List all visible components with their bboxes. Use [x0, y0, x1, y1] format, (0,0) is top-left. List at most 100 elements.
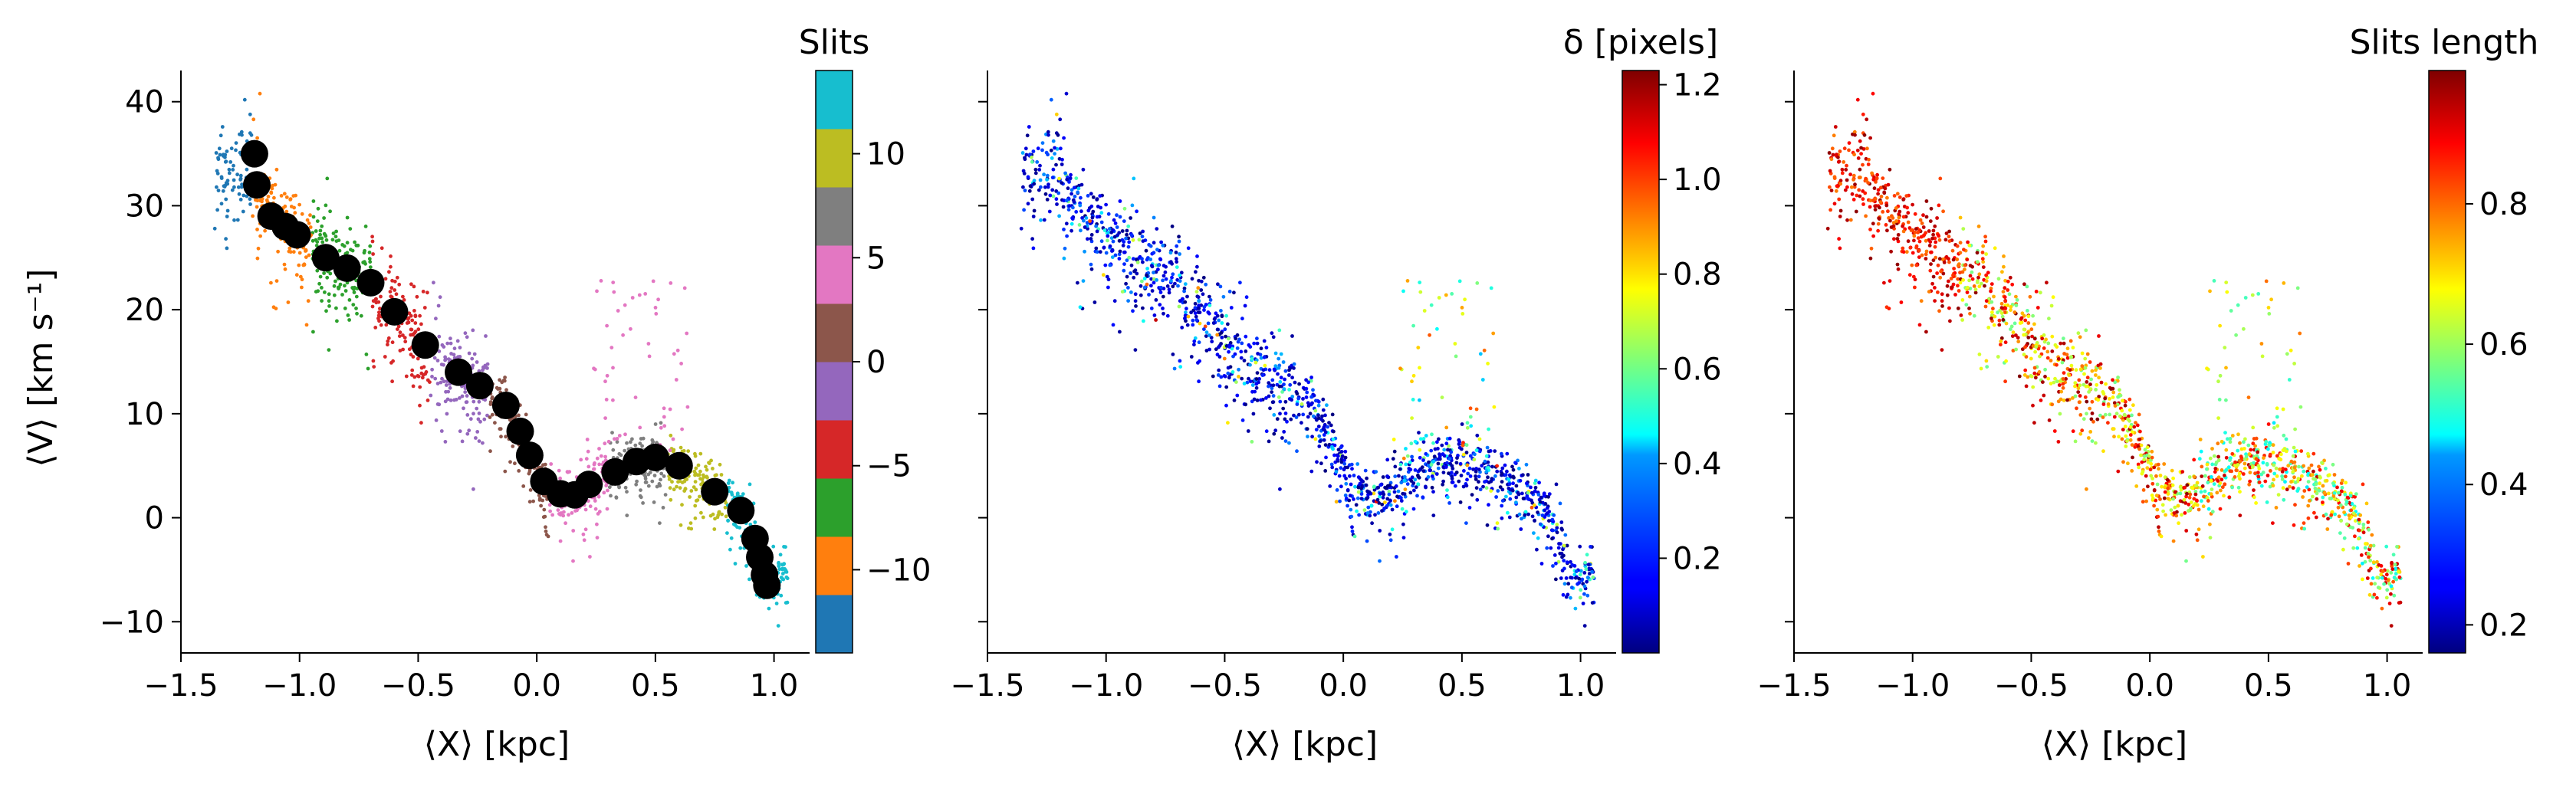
scatter-point: [1145, 257, 1149, 262]
scatter-point: [2251, 441, 2256, 446]
scatter-point: [2052, 429, 2057, 433]
scatter-point: [1306, 401, 1310, 405]
scatter-point: [499, 435, 503, 439]
scatter-point: [2230, 451, 2235, 456]
scatter-point: [1272, 431, 1276, 436]
scatter-point: [1088, 219, 1092, 223]
scatter-point: [314, 229, 318, 233]
scatter-point: [2076, 331, 2081, 336]
scatter-point: [1418, 468, 1422, 472]
scatter-point: [389, 286, 394, 290]
scatter-point: [1417, 431, 1421, 435]
scatter-point: [2026, 375, 2030, 379]
scatter-point: [2031, 385, 2036, 389]
scatter-point: [1216, 373, 1221, 377]
scatter-point: [1183, 317, 1187, 320]
scatter-point: [1447, 471, 1451, 476]
scatter-point: [2331, 481, 2335, 486]
scatter-point: [1407, 467, 1411, 471]
scatter-point: [1495, 464, 1499, 468]
scatter-point: [2322, 490, 2327, 495]
scatter-point: [256, 246, 261, 251]
scatter-point: [1215, 333, 1220, 337]
scatter-point: [327, 292, 331, 297]
scatter-point: [1259, 356, 1263, 360]
scatter-point: [2328, 473, 2331, 477]
scatter-point: [1033, 171, 1038, 175]
scatter-point: [1373, 513, 1377, 517]
scatter-point: [635, 479, 639, 484]
scatter-point: [1530, 514, 1535, 519]
scatter-point: [2023, 318, 2028, 323]
scatter-point: [1956, 284, 1960, 288]
scatter-point: [2126, 417, 2131, 421]
scatter-point: [1102, 228, 1107, 232]
colorbar-tick-label: −10: [866, 553, 931, 588]
scatter-point: [2069, 363, 2074, 368]
scatter-point: [1517, 512, 1522, 517]
scatter-point: [1194, 314, 1198, 319]
scatter-point: [452, 398, 456, 402]
scatter-point: [225, 149, 229, 153]
scatter-point: [1418, 455, 1422, 460]
scatter-point: [2261, 471, 2266, 474]
scatter-point: [2111, 427, 2116, 431]
scatter-point: [1346, 488, 1350, 492]
scatter-point: [2031, 403, 2035, 408]
scatter-point: [2123, 413, 2127, 418]
scatter-point: [1465, 425, 1470, 430]
scatter-point: [2078, 383, 2082, 388]
scatter-point: [348, 227, 353, 231]
scatter-point: [1829, 157, 1834, 162]
scatter-point: [1301, 397, 1305, 401]
scatter-point: [1573, 606, 1578, 611]
scatter-point: [617, 451, 622, 456]
scatter-point: [1204, 330, 1209, 335]
scatter-point: [1178, 359, 1182, 363]
scatter-point: [1310, 435, 1314, 439]
scatter-point: [274, 279, 279, 283]
scatter-point: [2327, 491, 2331, 496]
scatter-point: [2302, 469, 2306, 474]
scatter-point: [550, 513, 554, 517]
scatter-point: [1503, 463, 1507, 467]
scatter-point: [527, 470, 532, 474]
scatter-point: [1924, 199, 1929, 203]
scatter-point: [1901, 229, 1906, 234]
scatter-point: [2065, 346, 2070, 351]
scatter-point: [311, 199, 316, 203]
scatter-point: [292, 205, 296, 210]
scatter-point: [1453, 342, 1457, 346]
scatter-point: [2083, 395, 2088, 399]
scatter-point: [1829, 189, 1834, 193]
scatter-point: [2367, 592, 2372, 597]
scatter-point: [354, 307, 358, 310]
scatter-point: [1178, 279, 1182, 284]
scatter-point: [680, 427, 684, 431]
scatter-point: [2246, 395, 2251, 399]
scatter-point: [1311, 414, 1316, 418]
scatter-point: [2141, 470, 2145, 474]
scatter-point: [1856, 156, 1861, 160]
scatter-point: [2361, 523, 2366, 526]
scatter-point: [559, 511, 564, 515]
scatter-point: [2193, 492, 2198, 497]
scatter-point: [449, 341, 453, 346]
scatter-point: [1099, 239, 1104, 244]
scatter-point: [1449, 450, 1454, 454]
scatter-point: [1437, 296, 1441, 300]
scatter-point: [779, 593, 784, 598]
scatter-point: [1516, 458, 1520, 463]
scatter-point: [324, 238, 329, 242]
scatter-point: [1474, 486, 1479, 490]
ridge-marker: [601, 458, 629, 486]
scatter-point: [1255, 371, 1260, 375]
scatter-point: [1411, 323, 1415, 328]
scatter-point: [1250, 440, 1254, 444]
scatter-point: [1131, 309, 1135, 313]
scatter-point: [2313, 486, 2318, 490]
scatter-point: [2354, 519, 2358, 523]
colorbar-segment: [816, 129, 853, 188]
scatter-point: [483, 398, 488, 402]
scatter-point: [2201, 504, 2206, 509]
